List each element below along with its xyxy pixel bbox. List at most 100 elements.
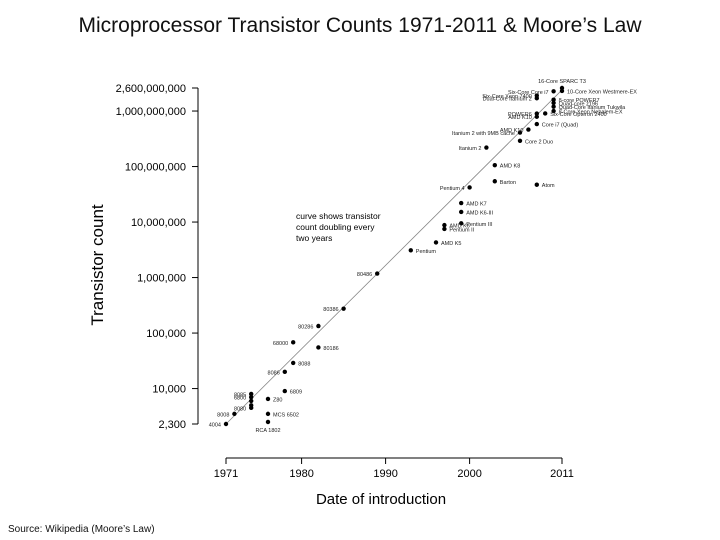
point-label: AMD K6 <box>449 224 469 230</box>
point-label: AMD K5 <box>441 241 461 247</box>
point-label: POWER6 <box>508 112 532 118</box>
data-point <box>543 111 548 116</box>
x-tick-label: 1990 <box>373 468 397 480</box>
annotation-line: two years <box>296 233 332 243</box>
data-point <box>282 388 287 394</box>
point-label: 8086 <box>268 370 280 376</box>
data-point <box>341 306 346 311</box>
point-label: 4004 <box>209 423 221 429</box>
data-point <box>249 391 254 397</box>
annotation-line: curve shows transistor <box>296 211 381 221</box>
point-label: Pentium III <box>466 222 493 228</box>
moore-trend-line <box>225 89 563 425</box>
point-label: 80386 <box>323 307 338 313</box>
data-point <box>526 127 531 132</box>
point-label: 16-Core SPARC T3 <box>538 79 586 85</box>
point-label: 8080 <box>234 406 246 412</box>
data-point <box>484 145 489 150</box>
point-label: Quad-Core Itanium Tukwila <box>559 105 627 111</box>
data-point <box>559 85 565 91</box>
data-point <box>459 200 464 206</box>
x-tick-label: 2011 <box>550 468 574 480</box>
x-axis-label: Date of introduction <box>316 491 446 508</box>
point-label: Z80 <box>273 397 282 403</box>
point-label: Barton <box>500 180 516 186</box>
data-point <box>232 411 237 417</box>
data-point <box>492 179 497 184</box>
point-label: Six-Core Core i7 <box>508 90 549 96</box>
data-point <box>459 209 464 215</box>
data-point <box>534 93 539 98</box>
x-tick-label: 1980 <box>289 468 313 480</box>
data-point <box>551 100 556 106</box>
source-caption: Source: Wikipedia (Moore’s Law) <box>8 524 155 535</box>
data-point <box>442 226 447 232</box>
point-label: Itanium 2 <box>459 146 482 152</box>
data-point <box>492 162 497 168</box>
point-label: 10-Core Xeon Westmere-EX <box>567 89 637 95</box>
point-label: Atom <box>542 183 555 189</box>
y-tick-label: 10,000,000 <box>131 217 186 229</box>
point-label: RCA 1802 <box>255 428 280 434</box>
point-label: Core i7 (Quad) <box>542 123 579 129</box>
data-point <box>282 369 287 375</box>
data-point <box>442 222 447 228</box>
data-point <box>551 97 556 102</box>
point-label: 80486 <box>357 272 372 278</box>
y-tick-label: 100,000,000 <box>125 162 186 174</box>
data-point <box>433 240 439 245</box>
data-point <box>534 182 539 187</box>
data-point <box>459 221 464 226</box>
y-tick-label: 2,300 <box>158 419 186 431</box>
data-points <box>223 85 565 427</box>
point-label: AMD K6-III <box>466 210 493 216</box>
point-label: Quad-core z196 <box>559 101 598 107</box>
point-label: 68000 <box>273 341 288 347</box>
data-point <box>316 345 321 350</box>
y-tick-label: 2,600,000,000 <box>116 83 186 95</box>
y-tick-label: 1,000,000 <box>137 273 186 285</box>
point-label: Pentium 4 <box>440 186 465 192</box>
data-point <box>265 419 271 425</box>
data-point <box>534 111 539 116</box>
point-label: AMD K10 <box>508 115 532 121</box>
point-label: 8-Core Xeon Nehalem-EX <box>559 110 623 116</box>
data-point <box>223 421 229 427</box>
data-point <box>265 396 271 402</box>
data-point <box>517 130 523 135</box>
point-label: AMD K10 <box>500 128 524 134</box>
point-label: 6809 <box>290 390 302 396</box>
y-tick-label: 100,000 <box>146 328 186 340</box>
axes: 2,300 10,000 100,000 1,000,000 10,000,000 100… <box>116 83 574 480</box>
point-label: Pentium II <box>449 227 474 233</box>
point-label: 8085 <box>234 392 246 398</box>
point-label: 8088 <box>298 361 310 367</box>
data-point <box>291 340 296 345</box>
data-point <box>551 104 556 109</box>
data-point <box>291 360 296 366</box>
point-label: AMD K7 <box>466 202 486 208</box>
data-point <box>551 108 556 114</box>
data-point <box>375 271 380 276</box>
point-label: 8-core POWER7 <box>559 98 600 104</box>
y-tick-label: 10,000 <box>152 384 186 396</box>
data-point <box>249 394 254 400</box>
data-point <box>467 185 472 190</box>
point-label: Dual-Core Itanium 2 <box>483 97 532 103</box>
chart-title: Microprocessor Transistor Counts 1971-20… <box>78 14 642 37</box>
annotation: curve shows transistor count doubling eve… <box>296 211 381 243</box>
data-point <box>534 121 539 127</box>
data-point <box>249 403 254 408</box>
x-tick-label: 2000 <box>457 468 481 480</box>
data-point <box>249 398 254 404</box>
data-point <box>408 248 413 253</box>
annotation-line: count doubling every <box>296 222 375 232</box>
y-tick-label: 1,000,000,000 <box>116 106 186 118</box>
point-label: 6800 <box>234 396 246 402</box>
point-label: 8008 <box>217 412 229 418</box>
point-label: Itanium 2 with 9MB cache <box>452 131 515 137</box>
x-tick-label: 1971 <box>214 468 238 480</box>
trend-line-group <box>225 89 563 425</box>
data-point <box>517 138 523 143</box>
